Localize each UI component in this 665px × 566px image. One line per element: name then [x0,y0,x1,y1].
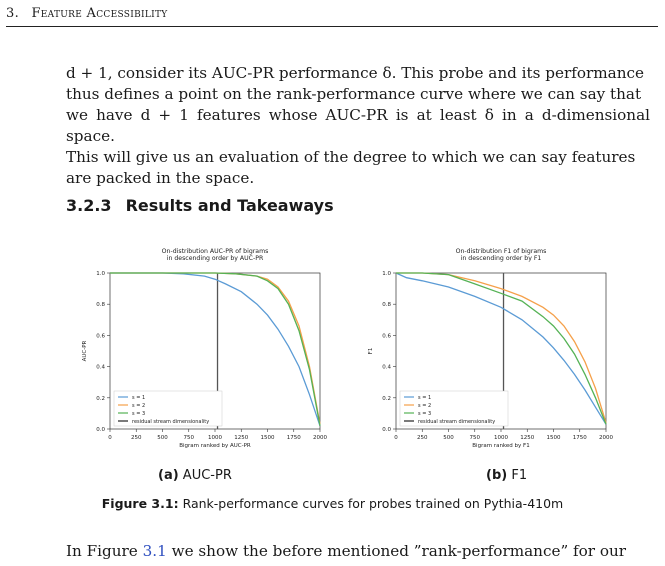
paragraph-line: we have d + 1 features whose AUC-PR is a… [66,106,650,145]
subcaption-b-label: (b) [486,468,508,483]
series-line-s3 [396,272,607,425]
legend-label: s = 3 [418,411,431,417]
x-tick-label: 2000 [599,435,613,441]
x-tick-label: 1000 [208,435,222,441]
y-tick-label: 0.6 [382,333,391,339]
y-tick-label: 1.0 [96,271,105,277]
series-line-s1 [395,272,607,425]
paragraph-line: This will give us an evaluation of the d… [66,148,636,166]
x-tick-label: 250 [131,435,142,441]
paragraph-line: thus defines a point on the rank-perform… [66,85,642,103]
legend-label: residual stream dimensionality [132,419,209,425]
legend-box [399,390,509,427]
x-tick-label: 500 [443,435,454,441]
y-tick-label: 0.8 [96,302,105,308]
series-line-s3 [110,272,321,427]
x-tick-label: 1750 [573,435,587,441]
y-tick-label: 1.0 [382,271,391,277]
subcaption-a-text: AUC-PR [182,468,232,483]
legend-box [113,390,223,427]
chart-title-line: in descending order by F1 [461,255,542,262]
legend-label: s = 2 [418,403,431,409]
x-tick-label: 1500 [261,435,275,441]
legend-label: s = 2 [132,403,145,409]
x-tick-label: 1250 [234,435,248,441]
x-tick-label: 1500 [547,435,561,441]
bottom-text-pre: In Figure [66,542,143,560]
figure-label: Figure 3.1: [101,496,179,511]
x-tick-label: 0 [108,435,112,441]
body-paragraph: d + 1, consider its AUC-PR performance δ… [66,63,650,189]
subcaption-b-text: F1 [511,468,528,483]
y-tick-label: 0.8 [382,302,391,308]
x-tick-label: 2000 [313,435,327,441]
paragraph-line: d + 1, consider its AUC-PR performance δ… [66,64,644,82]
section-heading: 3.2.3 Results and Takeaways [66,196,334,215]
x-axis-label: Bigram ranked by F1 [472,443,529,449]
figure-reference-link[interactable]: 3.1 [142,542,167,560]
x-tick-label: 1000 [494,435,508,441]
subcaption-b: (b) F1 [486,468,527,483]
x-tick-label: 750 [184,435,195,441]
y-tick-label: 0.4 [382,365,391,371]
chapter-number: 3. [6,6,20,21]
subcaption-a-label: (a) [158,468,179,483]
y-tick-label: 0.0 [96,427,105,433]
chapter-title: Feature Accessibility [31,6,168,21]
y-tick-label: 0.0 [382,427,391,433]
figure-caption-text: Rank-performance curves for probes train… [182,496,564,511]
paragraph-line: are packed in the space. [66,169,255,187]
chart-title-line: in descending order by AUC-PR [167,255,264,262]
x-axis-label: Bigram ranked by AUC-PR [179,443,251,449]
x-tick-label: 1750 [287,435,301,441]
subcaption-a: (a) AUC-PR [158,468,232,483]
y-axis-label: AUC-PR [82,340,88,361]
x-tick-label: 250 [417,435,428,441]
x-tick-label: 0 [394,435,398,441]
legend-label: s = 3 [132,411,145,417]
y-tick-label: 0.4 [96,365,105,371]
legend-label: s = 1 [132,395,145,401]
y-tick-label: 0.6 [96,333,105,339]
y-tick-label: 0.2 [96,396,105,402]
chart-title-line: On-distribution F1 of bigrams [456,248,547,255]
x-tick-label: 1250 [520,435,534,441]
bottom-text-post: we show the before mentioned ”rank-perfo… [166,542,627,560]
bottom-paragraph: In Figure 3.1 we show the before mention… [66,542,650,560]
x-tick-label: 500 [157,435,168,441]
legend-label: residual stream dimensionality [418,419,495,425]
figure-caption: Figure 3.1: Rank-performance curves for … [0,496,665,511]
y-tick-label: 0.2 [382,396,391,402]
legend-label: s = 1 [418,395,431,401]
section-title: Results and Takeaways [125,196,334,215]
section-number: 3.2.3 [66,196,112,215]
running-header: 3. Feature Accessibility [6,6,658,27]
x-tick-label: 750 [470,435,481,441]
y-axis-label: F1 [368,348,374,355]
chart-title-line: On-distribution AUC-PR of bigrams [162,248,269,255]
